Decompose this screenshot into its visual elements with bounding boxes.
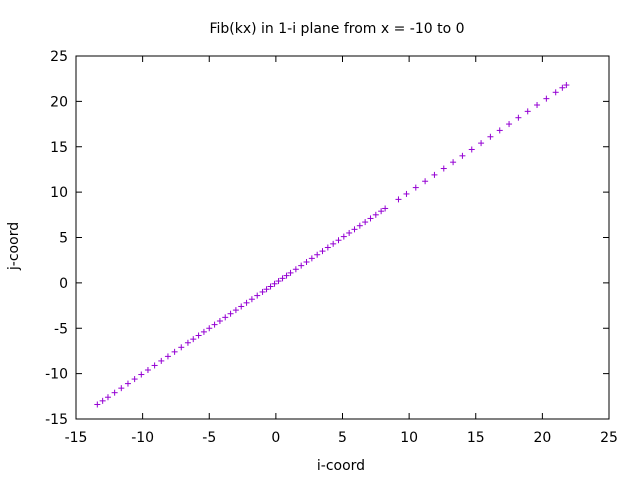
data-point [275,278,282,285]
data-point [267,283,274,290]
data-point [178,344,185,351]
data-point [303,259,310,266]
data-point [412,184,419,191]
data-point [232,307,239,314]
data-point [151,362,158,369]
data-point [351,226,358,233]
data-point [227,310,234,317]
data-point [206,325,213,332]
x-tick-label: -15 [65,430,88,446]
data-point [243,299,250,306]
y-tick-label: -10 [45,367,68,383]
data-point [372,211,379,218]
x-tick-label: 15 [467,430,485,446]
data-point [171,348,178,355]
x-tick-label: 0 [271,430,280,446]
y-tick-label: 20 [50,94,68,110]
data-point [478,140,485,147]
x-tick-label: 10 [400,430,418,446]
data-point [563,82,570,89]
data-point [118,385,125,392]
x-axis-label: i-coord [317,458,365,474]
data-point [99,397,106,404]
x-tick-label: 20 [533,430,551,446]
x-tick-label: 25 [600,430,618,446]
data-point [283,272,290,279]
data-points [94,82,570,408]
data-point [254,292,261,299]
data-point [211,321,218,328]
y-tick-label: 10 [50,185,68,201]
data-point [195,332,202,339]
data-point [324,244,331,251]
data-point [319,248,326,255]
data-point [524,108,531,115]
data-point [279,275,286,282]
data-point [298,262,305,269]
data-point [515,114,522,121]
data-point [138,371,145,378]
data-point [422,178,429,185]
data-point [248,296,255,303]
data-point [131,376,138,383]
data-point [346,229,353,236]
y-tick-label: 0 [59,276,68,292]
x-tick-label: 5 [338,430,347,446]
data-point [552,89,559,96]
data-point [164,353,171,360]
data-point [335,237,342,244]
data-point [496,127,503,134]
data-point [259,288,266,295]
data-point [292,266,299,273]
y-tick-label: 5 [59,231,68,247]
data-point [314,251,321,258]
data-point [190,336,197,343]
data-point [271,280,278,287]
chart-title: Fib(kx) in 1-i plane from x = -10 to 0 [209,21,464,37]
data-point [158,357,165,364]
data-point [559,84,566,91]
plot-frame [75,55,610,420]
data-point [104,394,111,401]
data-point [431,171,438,178]
data-point [144,366,151,373]
x-tick-label: -5 [202,430,216,446]
data-point [534,102,541,109]
data-point [308,255,315,262]
data-point [124,380,131,387]
y-tick-label: -15 [45,412,68,428]
data-point [440,165,447,172]
data-point [330,240,337,247]
data-point [216,317,223,324]
y-tick-label: 25 [50,49,68,65]
data-point [367,215,374,222]
data-point [340,233,347,240]
data-point [382,205,389,212]
data-point [378,208,385,215]
data-point [222,314,229,321]
data-point [403,190,410,197]
x-tick-label: -10 [131,430,154,446]
data-point [468,146,475,153]
data-point [543,95,550,102]
y-axis-label: j-coord [6,222,22,271]
data-point [238,303,245,310]
axis-ticks: -15 -10 -5 0 5 10 15 20 25 -15 -10 -5 0 5 10 15 20 25 [45,49,618,446]
data-point [450,159,457,166]
data-point [184,339,191,346]
data-point [287,269,294,276]
data-point [487,133,494,140]
data-point [111,389,118,396]
data-point [459,152,466,159]
y-tick-label: 15 [50,140,68,156]
data-point [263,286,270,293]
data-point [94,401,101,408]
data-point [506,121,513,128]
data-point [362,219,369,226]
data-point [395,196,402,203]
data-point [200,328,207,335]
data-point [356,222,363,229]
y-tick-label: -5 [54,321,68,337]
